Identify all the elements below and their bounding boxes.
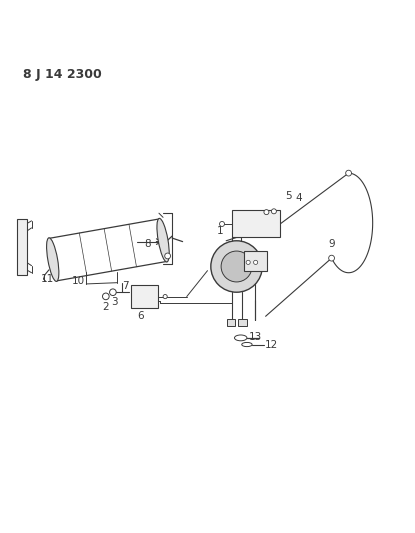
Text: 2: 2 (103, 302, 109, 312)
Circle shape (346, 170, 352, 176)
Text: 6: 6 (137, 311, 144, 321)
Circle shape (246, 260, 250, 264)
Ellipse shape (157, 219, 169, 262)
Bar (17, 219, 27, 275)
Circle shape (103, 293, 109, 300)
Circle shape (110, 289, 116, 296)
Text: 8 J 14 2300: 8 J 14 2300 (23, 68, 102, 81)
Bar (238, 319, 247, 326)
Text: 7: 7 (122, 281, 129, 292)
Circle shape (254, 260, 258, 264)
Bar (244, 251, 267, 271)
Text: 10: 10 (72, 276, 85, 286)
Bar (131, 285, 158, 308)
Circle shape (163, 295, 167, 298)
Text: 13: 13 (249, 332, 262, 342)
Ellipse shape (242, 342, 252, 346)
Circle shape (165, 253, 171, 259)
Circle shape (271, 209, 276, 214)
Ellipse shape (234, 335, 247, 341)
Text: 1: 1 (217, 226, 223, 236)
Text: 9: 9 (329, 239, 335, 249)
Text: 11: 11 (41, 274, 54, 284)
Bar (227, 319, 235, 326)
Circle shape (211, 241, 262, 292)
Text: 3: 3 (111, 297, 117, 307)
Circle shape (221, 251, 252, 282)
Text: 4: 4 (295, 193, 302, 203)
Circle shape (220, 222, 225, 227)
Circle shape (329, 255, 334, 261)
Text: 12: 12 (265, 341, 278, 350)
Ellipse shape (46, 238, 59, 281)
Text: 5: 5 (285, 191, 292, 201)
Text: 8: 8 (144, 239, 151, 249)
Bar (232, 211, 280, 237)
Circle shape (264, 209, 269, 215)
